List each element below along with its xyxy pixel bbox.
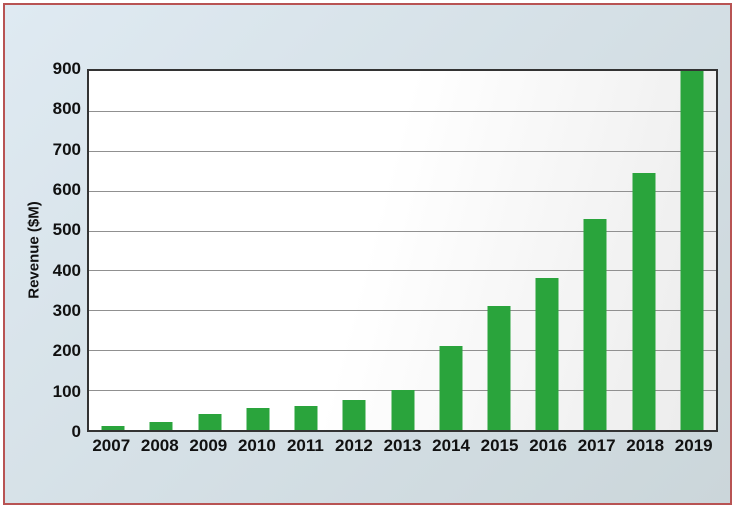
x-tick-label-2014: 2014 [432,436,470,455]
y-tick-label-600: 600 [52,180,81,199]
x-tick-label-2012: 2012 [335,436,373,455]
bar-2008 [149,422,173,430]
x-tick-label-2016: 2016 [529,436,568,455]
gridline-600 [89,190,716,192]
plot-area [87,69,718,432]
x-tick-label-2009: 2009 [189,436,228,455]
y-tick-label-800: 800 [52,99,81,119]
x-tick-label-2008: 2008 [140,436,179,455]
y-axis: 0 100 200 300 400 500 600 700 800 900 [5,59,81,441]
gridline-200 [89,350,716,352]
y-tick-label-300: 300 [52,301,81,320]
x-tick-label-2010: 2010 [237,436,276,455]
y-tick-label-200: 200 [52,341,81,361]
x-tick-label-2018: 2018 [626,436,665,455]
bar-series [89,71,716,430]
bar-2009 [198,414,222,430]
bar-2019 [680,71,704,430]
x-tick-label-2015: 2015 [480,436,519,455]
bar-2015 [487,306,511,430]
y-tick-label-0: 0 [71,422,81,441]
y-tick-label-900: 900 [52,59,81,78]
gridline-800 [89,110,716,112]
bar-2014 [439,346,463,430]
x-tick-label-2007: 2007 [92,436,131,455]
chart-frame: Revenue ($M) 0 100 200 300 400 500 600 700 800 90… [3,3,732,505]
gridline-700 [89,150,716,152]
y-tick-label-500: 500 [52,220,81,240]
bar-2011 [294,406,318,430]
y-tick-label-700: 700 [52,139,81,159]
bar-2010 [246,408,270,430]
gridline-300 [89,310,716,312]
y-tick-label-400: 400 [52,260,81,280]
x-tick-label-2017: 2017 [577,436,616,455]
gridline-500 [89,230,716,232]
x-tick-label-2013: 2013 [383,436,422,455]
bar-2012 [342,400,366,430]
x-tick-label-2019: 2019 [674,436,713,455]
x-axis: 2007 2008 2009 2010 2011 2012 2013 2014 2015 2016… [87,436,718,458]
bar-2016 [535,278,559,430]
bar-2018 [632,172,656,430]
bar-2013 [391,390,414,430]
y-tick-label-100: 100 [52,381,81,401]
bar-2007 [101,426,125,430]
gridline-400 [89,270,716,272]
x-tick-label-2011: 2011 [286,436,324,455]
bar-2017 [583,218,607,430]
